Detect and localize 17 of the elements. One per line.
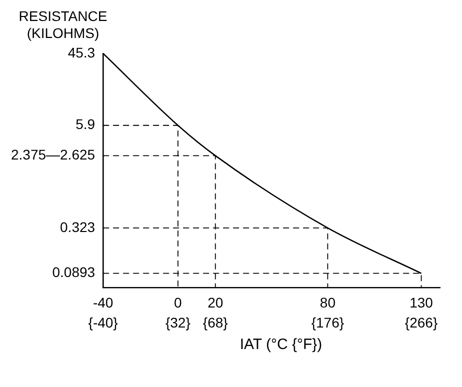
x-tick-label: 0 [174,294,182,311]
x-tick-label: 130 [410,294,434,311]
y-tick-label: 0.0893 [52,264,96,280]
x-tick-label: 80 [320,294,336,311]
y-axis-title: RESISTANCE (KILOHMS) [18,8,108,42]
x-tick-label: -40 [92,294,114,311]
y-tick-label: 0.323 [60,218,96,235]
x2-tick-label: {176} [311,314,344,330]
x-axis-title: IAT (°C {°F}) [238,336,324,353]
x2-tick-label: {-40} [88,314,118,330]
y-tick-label: 45.3 [68,44,96,60]
x2-tick-label: {32} [165,314,191,330]
y-tick-label: 2.375—2.625 [10,146,96,163]
x2-tick-label: {68} [202,314,228,330]
x2-tick-label: {266} [404,314,438,330]
y-tick-label: 5.9 [76,116,96,132]
x-tick-label: 20 [208,294,224,311]
